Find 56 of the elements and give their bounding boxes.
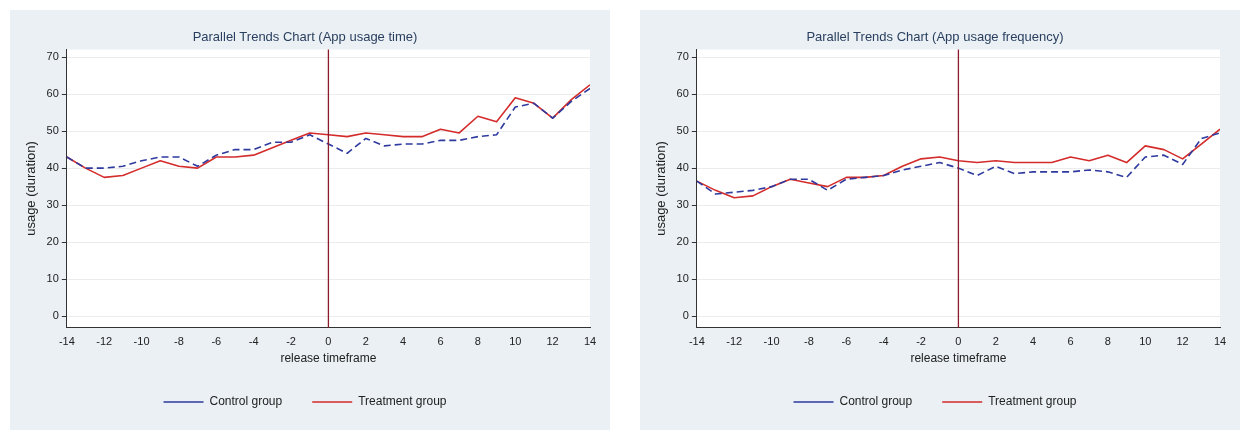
y-tick-label: 50 bbox=[46, 124, 59, 137]
y-tick-label: 40 bbox=[676, 161, 689, 174]
y-tick-label: 30 bbox=[676, 198, 689, 211]
x-tick-label: 8 bbox=[474, 335, 481, 348]
chart-title: Parallel Trends Chart (App usage frequency) bbox=[806, 29, 1064, 45]
x-tick-label: -12 bbox=[726, 335, 743, 348]
y-tick-label: 20 bbox=[46, 235, 59, 248]
chart-title: Parallel Trends Chart (App usage time) bbox=[192, 29, 418, 45]
x-tick-label: -8 bbox=[804, 335, 814, 348]
y-tick-label: 60 bbox=[676, 87, 689, 100]
x-tick-label: -12 bbox=[96, 335, 113, 348]
x-tick-label: -2 bbox=[916, 335, 926, 348]
x-tick-label: 12 bbox=[1176, 335, 1189, 348]
x-axis-title: release timeframe bbox=[280, 351, 377, 366]
y-tick-label: 70 bbox=[46, 50, 59, 63]
x-tick-label: -6 bbox=[211, 335, 222, 348]
y-tick-label: 10 bbox=[46, 272, 59, 285]
legend-label: Control group bbox=[839, 394, 913, 409]
y-axis-title: usage (duration) bbox=[23, 141, 39, 236]
y-tick-label: 60 bbox=[46, 87, 59, 100]
legend-label: Treatment group bbox=[358, 394, 447, 409]
x-tick-label: 10 bbox=[1139, 335, 1152, 348]
x-tick-label: 0 bbox=[955, 335, 962, 348]
x-tick-label: -8 bbox=[174, 335, 184, 348]
legend-label: Control group bbox=[209, 394, 283, 409]
y-tick-label: 40 bbox=[46, 161, 59, 174]
y-tick-label: 0 bbox=[52, 309, 59, 322]
x-tick-label: -6 bbox=[841, 335, 852, 348]
x-tick-label: 6 bbox=[437, 335, 444, 348]
x-tick-label: 14 bbox=[583, 335, 597, 348]
x-tick-label: 12 bbox=[546, 335, 559, 348]
x-tick-label: -4 bbox=[878, 335, 889, 348]
legend-label: Treatment group bbox=[988, 394, 1077, 409]
x-tick-label: 6 bbox=[1067, 335, 1074, 348]
x-tick-label: 0 bbox=[325, 335, 332, 348]
x-tick-label: -2 bbox=[286, 335, 296, 348]
x-tick-label: -14 bbox=[688, 335, 705, 348]
x-tick-label: -14 bbox=[58, 335, 75, 348]
x-tick-label: -10 bbox=[133, 335, 150, 348]
x-tick-label: 10 bbox=[509, 335, 522, 348]
y-tick-label: 0 bbox=[682, 309, 689, 322]
y-tick-label: 70 bbox=[676, 50, 689, 63]
x-tick-label: 2 bbox=[362, 335, 369, 348]
y-tick-label: 30 bbox=[46, 198, 59, 211]
x-tick-label: -4 bbox=[248, 335, 259, 348]
y-tick-label: 20 bbox=[676, 235, 689, 248]
y-tick-label: 10 bbox=[676, 272, 689, 285]
x-tick-label: 2 bbox=[992, 335, 999, 348]
x-tick-label: 4 bbox=[1030, 335, 1037, 348]
x-tick-label: 14 bbox=[1213, 335, 1227, 348]
y-tick-label: 50 bbox=[676, 124, 689, 137]
y-axis-title: usage (duration) bbox=[653, 141, 669, 236]
x-tick-label: 4 bbox=[400, 335, 407, 348]
x-tick-label: 8 bbox=[1104, 335, 1111, 348]
x-tick-label: -10 bbox=[763, 335, 780, 348]
x-axis-title: release timeframe bbox=[910, 351, 1007, 366]
